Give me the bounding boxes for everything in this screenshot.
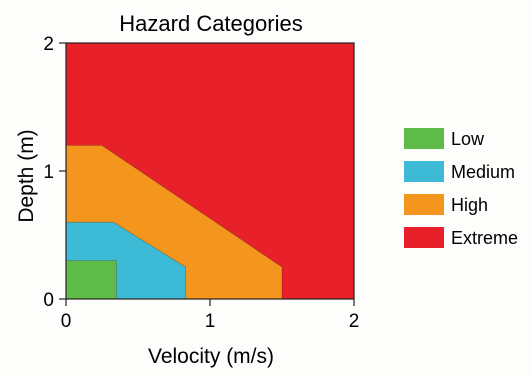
x-axis-ticks: 0 1 2 [61,299,360,332]
legend-swatch [404,161,444,182]
y-axis-ticks: 0 1 2 [43,34,66,311]
legend-item-extreme: Extreme [404,227,518,248]
legend-label: High [451,195,488,215]
legend-item-low: Low [404,128,485,149]
legend-label: Medium [451,162,515,182]
legend-item-high: High [404,194,488,215]
x-tick-label: 1 [205,311,216,332]
legend-label: Extreme [451,228,518,248]
x-tick-label: 2 [349,311,360,332]
plot-regions [65,43,354,300]
x-tick-label: 0 [61,311,72,332]
chart-title: Hazard Categories [119,11,302,36]
y-tick-label: 2 [43,34,54,55]
legend-label: Low [451,129,485,149]
legend-item-medium: Medium [404,161,515,182]
x-axis-label: Velocity (m/s) [148,345,274,368]
legend-swatch [404,128,444,149]
legend: Low Medium High Extreme [404,128,518,248]
legend-swatch [404,227,444,248]
y-tick-label: 0 [43,290,54,311]
y-axis-label: Depth (m) [15,129,38,222]
region-low [65,260,117,300]
y-tick-label: 1 [43,162,54,183]
legend-swatch [404,194,444,215]
